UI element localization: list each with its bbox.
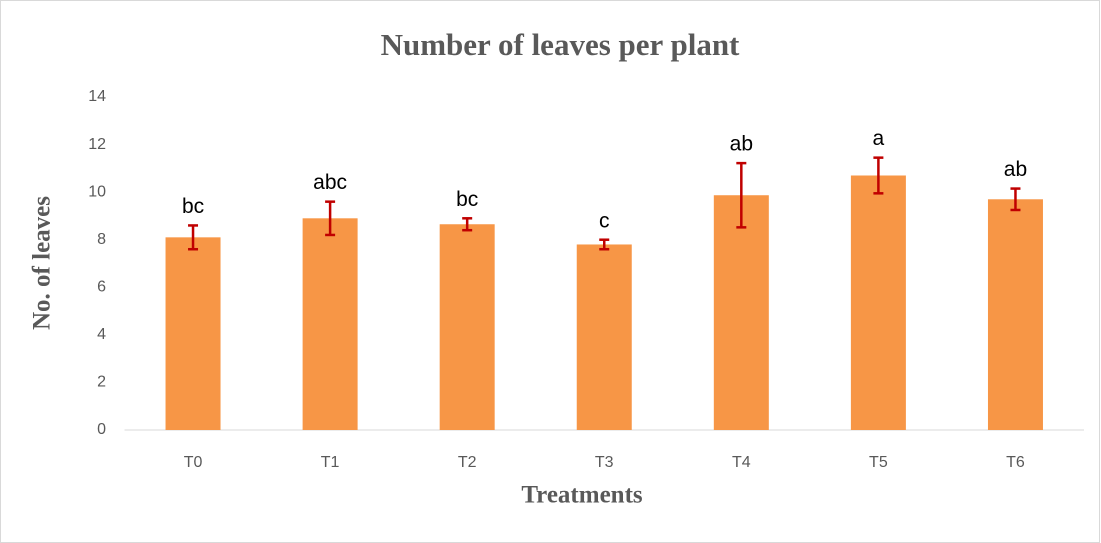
x-tick-label: T3 <box>595 454 614 471</box>
y-tick-label: 8 <box>97 231 106 248</box>
bar <box>439 224 495 430</box>
y-tick-label: 6 <box>97 279 106 296</box>
x-tick-label: T5 <box>869 454 888 471</box>
y-tick-label: 14 <box>88 88 106 105</box>
x-tick-label: T0 <box>184 454 203 471</box>
y-tick-label: 0 <box>97 421 106 438</box>
y-tick-label: 2 <box>97 374 106 391</box>
x-tick-label: T1 <box>321 454 340 471</box>
x-tick-label: T2 <box>458 454 477 471</box>
significance-letter: ab <box>1004 158 1027 181</box>
significance-letter: bc <box>182 195 204 218</box>
significance-letter: c <box>599 209 610 232</box>
y-tick-label: 10 <box>88 183 106 200</box>
bar <box>987 199 1043 430</box>
bar <box>850 175 906 430</box>
significance-letter: bc <box>456 188 478 211</box>
bar <box>302 218 358 430</box>
significance-letter: abc <box>313 171 347 194</box>
x-tick-label: T4 <box>732 454 751 471</box>
chart-title: Number of leaves per plant <box>381 27 740 62</box>
y-tick-label: 12 <box>88 136 106 153</box>
x-axis-title: Treatments <box>521 482 643 509</box>
bar <box>713 195 769 430</box>
x-tick-label: T6 <box>1006 454 1025 471</box>
significance-letter: ab <box>730 133 753 156</box>
bar <box>576 244 632 430</box>
significance-letter: a <box>873 127 885 150</box>
y-axis-title: No. of leaves <box>29 196 56 330</box>
bar <box>165 237 221 430</box>
y-tick-label: 4 <box>97 326 106 343</box>
